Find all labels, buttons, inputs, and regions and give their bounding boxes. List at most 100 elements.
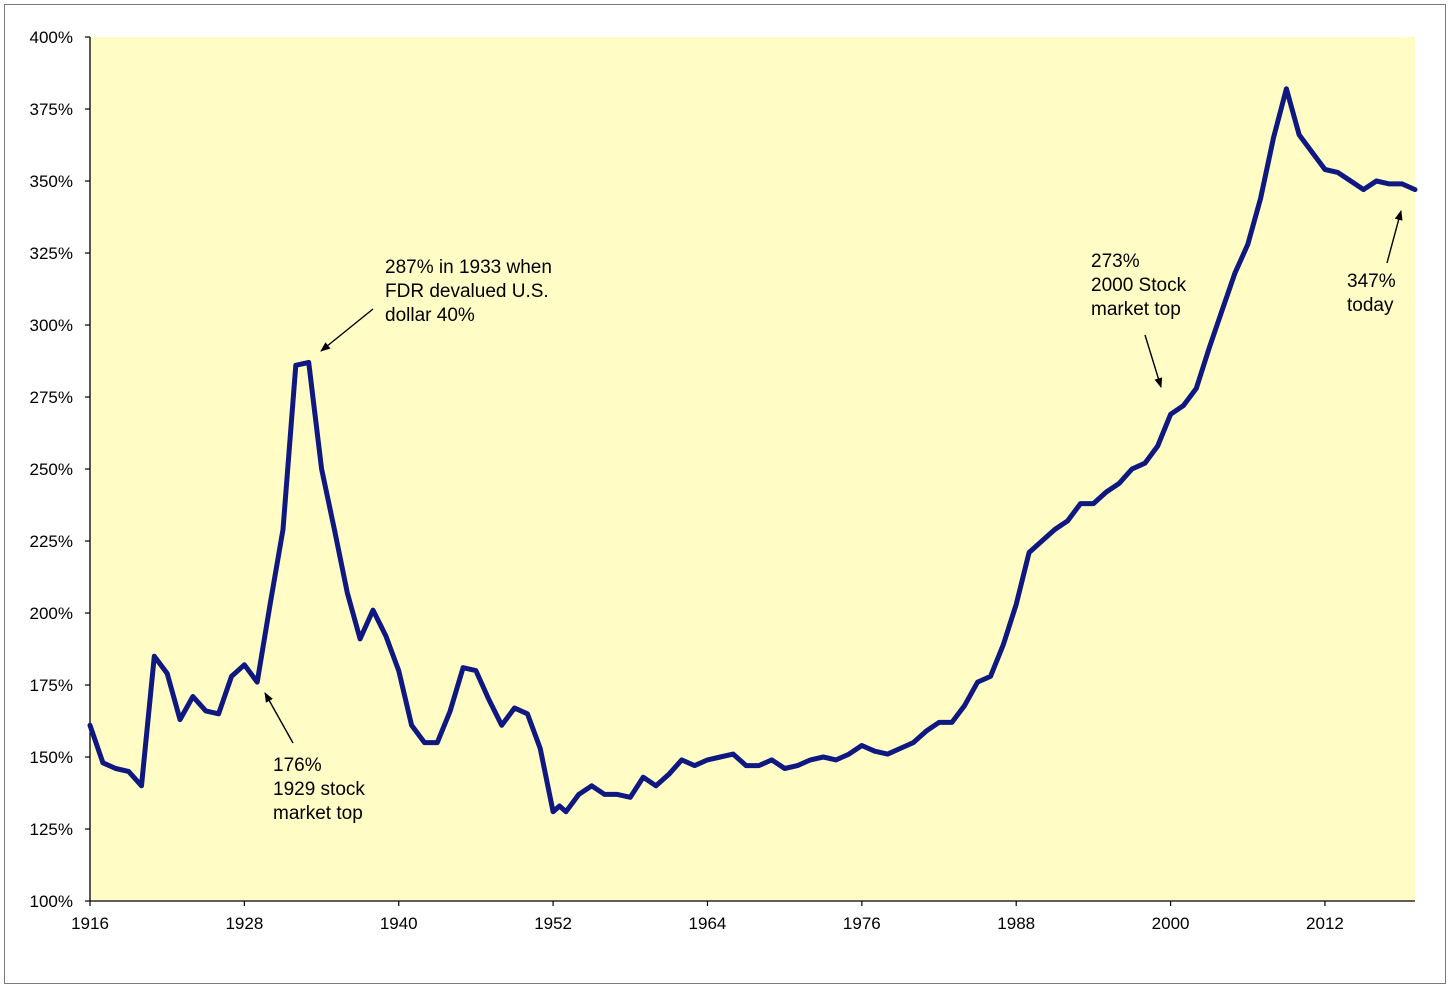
data-point <box>1014 602 1019 607</box>
data-point <box>267 602 273 607</box>
data-point <box>1052 527 1058 532</box>
data-point <box>1181 403 1186 408</box>
data-point <box>306 360 311 365</box>
data-point <box>949 720 955 725</box>
data-point <box>113 766 118 771</box>
x-tick-label: 2012 <box>1306 914 1344 933</box>
data-point <box>885 751 890 757</box>
data-point <box>370 607 376 613</box>
data-point <box>1399 181 1405 187</box>
annotation-today-line-2: today <box>1347 295 1394 316</box>
y-tick-label: 400% <box>30 28 73 47</box>
data-point <box>1271 135 1276 140</box>
x-tick-label: 1928 <box>225 914 263 933</box>
data-point <box>1078 501 1083 506</box>
annotation-1929-line-2: 1929 stock <box>273 779 365 800</box>
data-point <box>1104 489 1109 495</box>
data-point <box>332 527 337 532</box>
chart-frame: 100% 125% 150% 175% 200% 225% 250% 275% 300% 325%… <box>4 4 1446 984</box>
data-point <box>1412 187 1418 192</box>
annotation-2000: 273% 2000 Stock market top <box>1091 251 1187 388</box>
data-point <box>1309 150 1315 155</box>
data-point <box>872 749 877 754</box>
data-point <box>538 746 543 751</box>
data-point <box>718 754 723 760</box>
annotation-2000-line-2: 2000 Stock <box>1091 275 1187 296</box>
data-point <box>782 766 787 771</box>
data-point <box>473 668 479 673</box>
annotation-1929: 176% 1929 stock market top <box>264 692 365 824</box>
y-tick-label: 300% <box>30 316 73 335</box>
data-point <box>499 723 504 728</box>
data-point <box>769 757 774 763</box>
data-point <box>1116 481 1122 486</box>
data-point <box>924 728 929 734</box>
y-tick-label: 125% <box>30 820 73 839</box>
data-point <box>190 694 196 699</box>
data-point <box>460 665 466 670</box>
annotation-2000-line-1: 273% <box>1091 251 1140 272</box>
data-point <box>1335 170 1341 175</box>
data-point <box>962 703 967 708</box>
data-point <box>756 763 762 768</box>
data-point <box>653 783 659 788</box>
x-tick-label: 1964 <box>689 914 727 933</box>
annotation-1933: 287% in 1933 when FDR devalued U.S. doll… <box>320 257 552 352</box>
data-point <box>396 668 401 673</box>
data-point <box>1374 178 1379 184</box>
data-point <box>280 527 286 532</box>
y-tick-label: 325% <box>30 244 73 263</box>
data-point <box>422 740 427 745</box>
data-point <box>615 792 620 797</box>
data-point <box>448 708 453 714</box>
x-tick-label: 1952 <box>534 914 572 933</box>
data-point <box>255 679 260 685</box>
y-tick-label: 225% <box>30 532 73 551</box>
data-point <box>988 674 993 679</box>
annotation-2000-line-3: market top <box>1091 299 1181 320</box>
data-point <box>203 708 208 714</box>
data-point <box>1001 642 1006 647</box>
data-point <box>641 775 646 780</box>
y-axis-ticks: 100% 125% 150% 175% 200% 225% 250% 275% 300% 325%… <box>30 28 90 911</box>
data-point <box>859 743 864 748</box>
data-point <box>165 671 170 676</box>
data-point <box>1039 538 1045 544</box>
data-point <box>139 783 144 788</box>
data-point <box>126 769 131 774</box>
data-point <box>846 751 852 757</box>
annotation-1929-line-1: 176% <box>273 755 322 776</box>
data-point <box>1219 308 1225 313</box>
data-point <box>486 697 491 702</box>
data-point <box>936 720 942 725</box>
data-point <box>795 763 800 768</box>
y-tick-label: 175% <box>30 676 73 695</box>
data-point <box>550 809 556 814</box>
data-point <box>345 590 350 595</box>
x-tick-label: 1916 <box>71 914 109 933</box>
data-point <box>87 723 93 728</box>
x-tick-label: 1988 <box>997 914 1035 933</box>
data-point <box>100 760 106 765</box>
data-point <box>557 803 562 809</box>
series-layer <box>87 86 1418 815</box>
annotation-today: 347% today <box>1347 210 1403 316</box>
data-point <box>576 792 581 797</box>
data-point <box>293 363 298 368</box>
data-point <box>911 740 916 745</box>
annotation-1933-line-1: 287% in 1933 when <box>385 257 552 278</box>
data-point <box>705 757 710 763</box>
data-point <box>1297 132 1302 138</box>
data-point <box>1348 178 1353 184</box>
data-point <box>319 466 324 472</box>
data-point <box>216 711 221 716</box>
annotation-1929-arrow <box>264 692 294 744</box>
data-point <box>1361 187 1366 192</box>
data-point <box>1207 345 1212 351</box>
data-point <box>628 795 633 800</box>
data-point <box>435 740 440 745</box>
data-point <box>833 757 839 763</box>
data-point <box>563 809 569 814</box>
annotation-2000-arrow <box>1144 334 1163 388</box>
data-point <box>743 763 749 768</box>
